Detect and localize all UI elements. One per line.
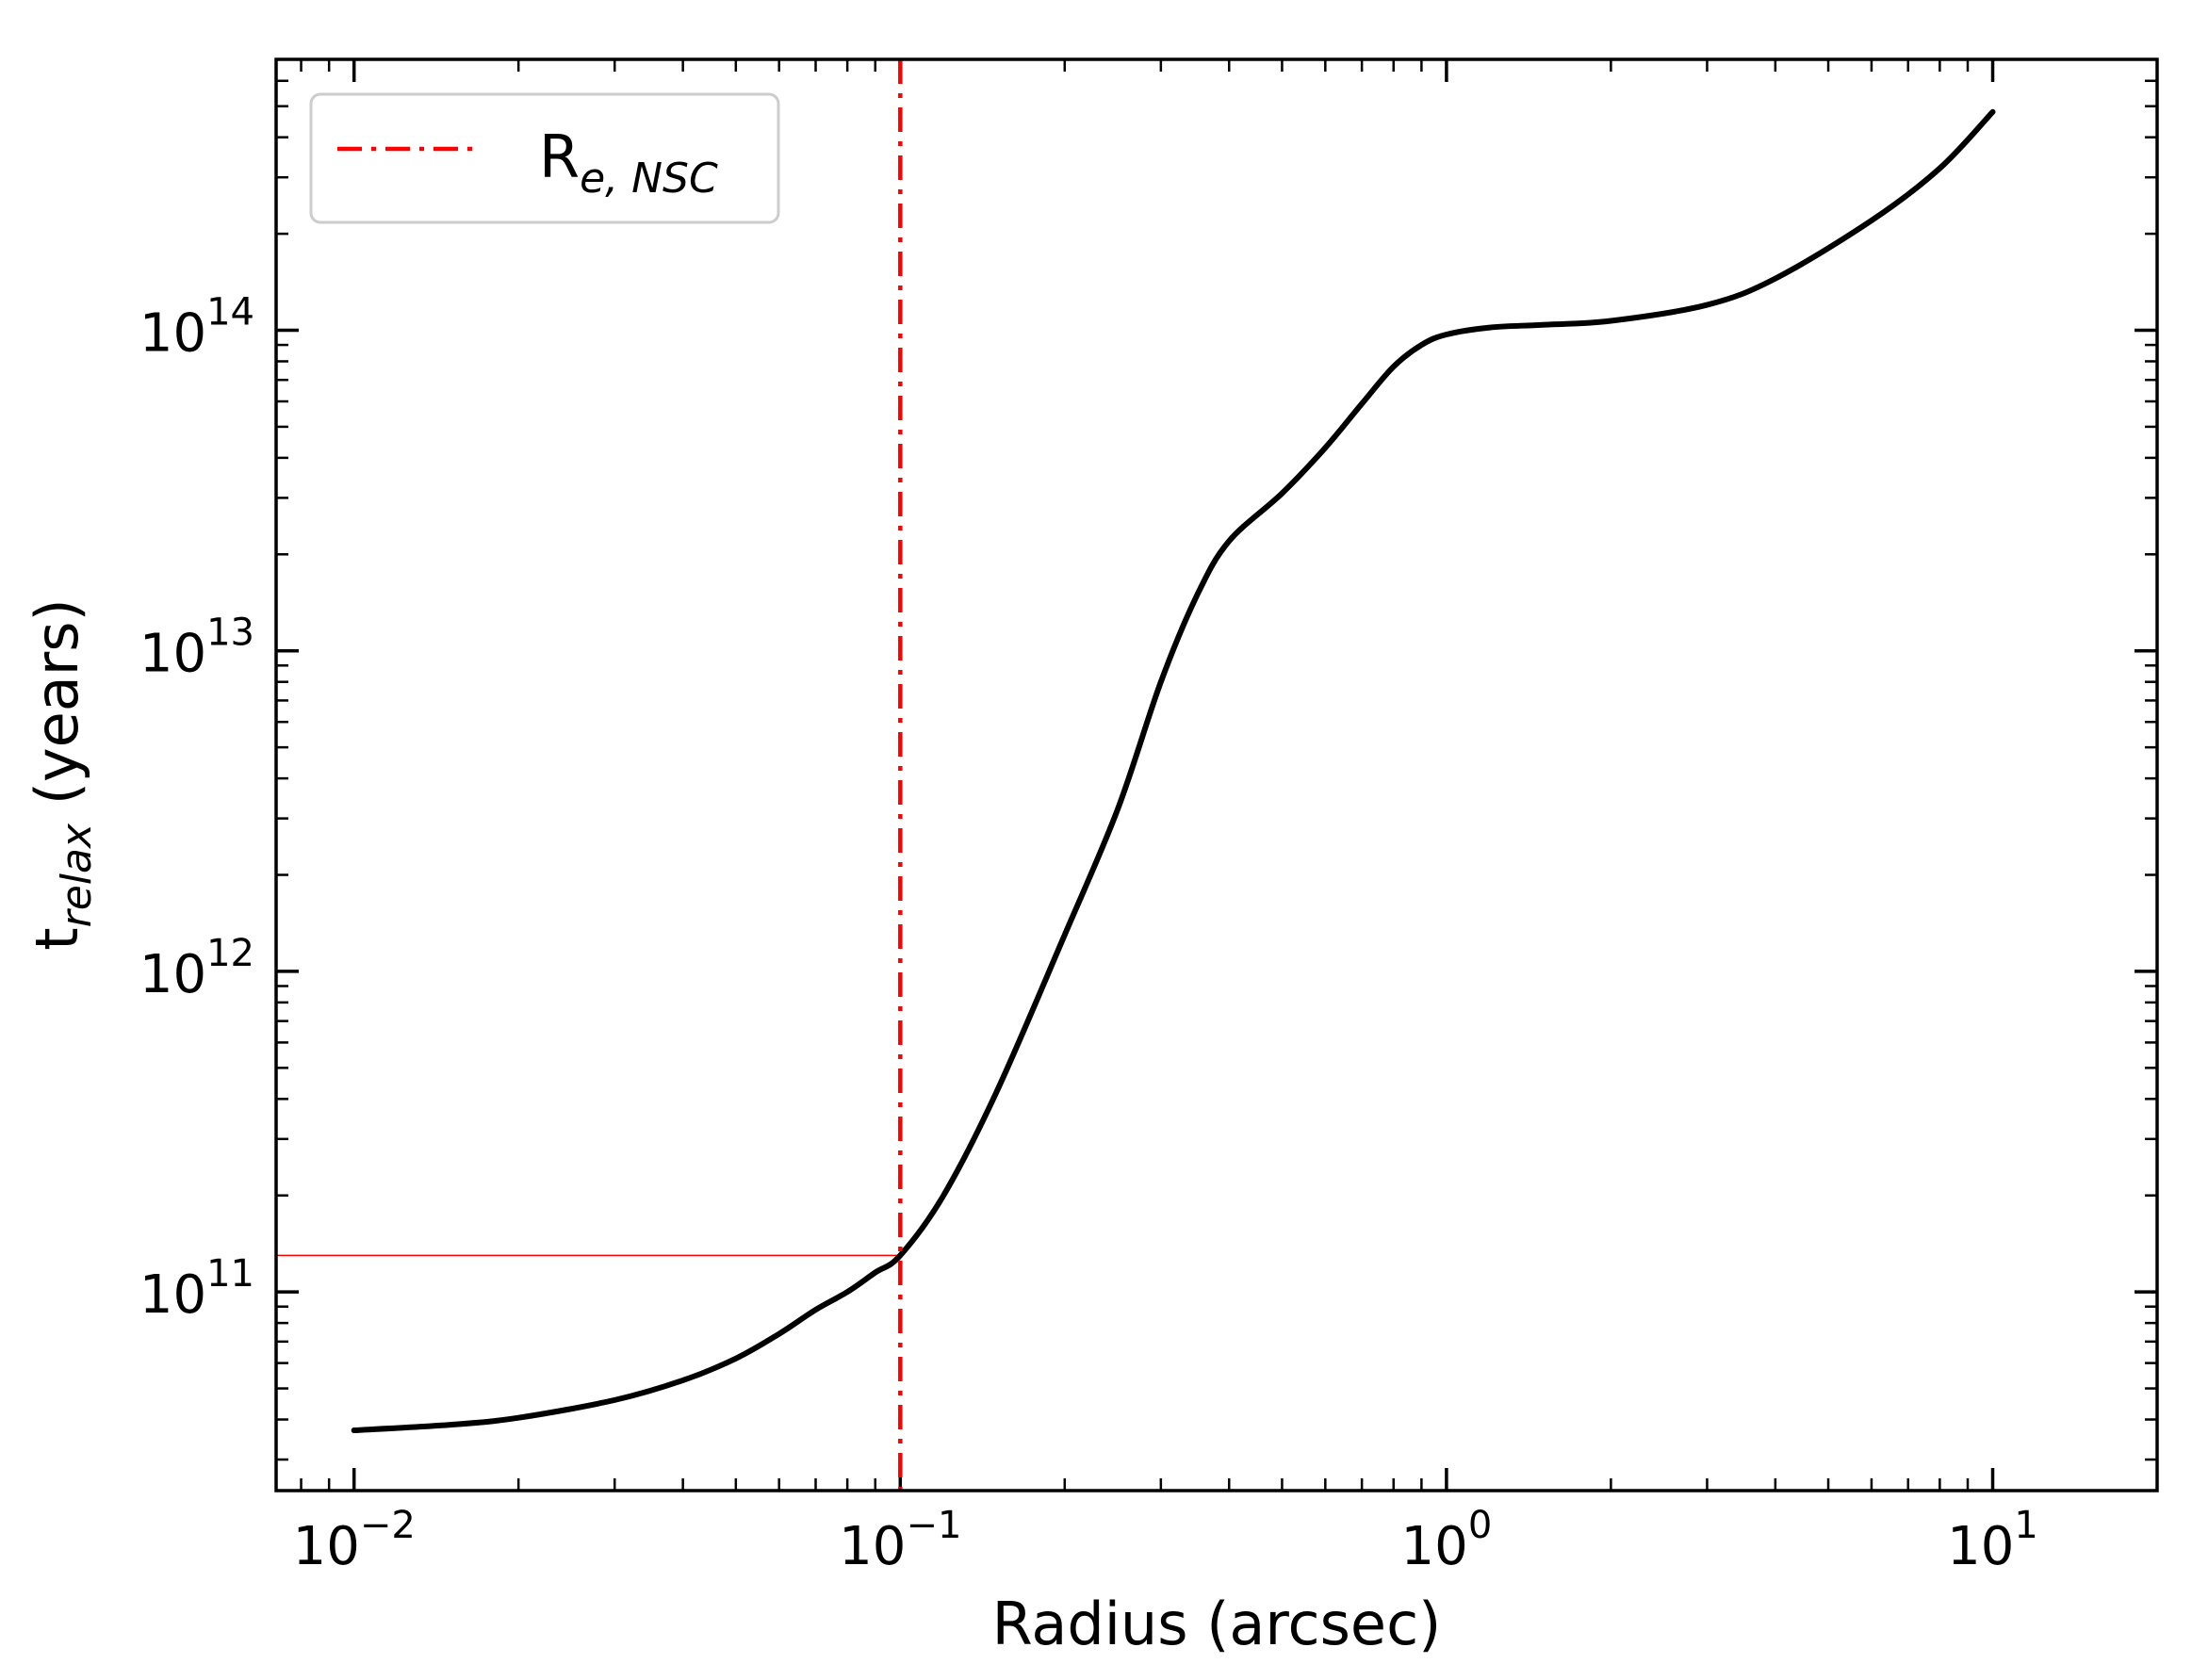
x-tick-label-base: 10 xyxy=(839,1516,906,1577)
x-tick-label-base: 10 xyxy=(1401,1516,1468,1577)
legend-box xyxy=(309,92,780,224)
legend-label-sub: e, NSC xyxy=(580,155,718,203)
plot-frame xyxy=(274,57,2159,1492)
x-tick-label-base: 10 xyxy=(293,1516,360,1577)
series-line xyxy=(351,108,1996,1434)
x-tick-label-exp: 0 xyxy=(1468,1504,1492,1547)
y-tick-label-exp: 14 xyxy=(206,291,254,334)
y-tick-label: 1011 xyxy=(139,1252,254,1326)
y-tick-label: 1013 xyxy=(139,612,254,685)
x-tick-label-base: 10 xyxy=(1947,1516,2014,1577)
plot-area xyxy=(276,59,2157,1491)
y-tick-label-base: 10 xyxy=(139,1264,206,1326)
y-axis-title-main: t xyxy=(23,927,91,950)
y-tick-label-exp: 13 xyxy=(206,612,254,655)
x-tick-label-exp: 1 xyxy=(2014,1504,2037,1547)
x-tick-label: 10−1 xyxy=(839,1504,961,1577)
y-tick-label-base: 10 xyxy=(139,944,206,1005)
legend: Re, NSC xyxy=(309,92,780,224)
x-axis-title: Radius (arcsec) xyxy=(992,1590,1442,1658)
y-tick-label-exp: 12 xyxy=(206,932,254,975)
x-tick-labels: 10−2 10−1 100 101 xyxy=(293,1504,2038,1577)
y-tick-label-base: 10 xyxy=(139,624,206,685)
minor-ticks xyxy=(276,57,2159,1491)
x-tick-label: 100 xyxy=(1401,1504,1493,1577)
x-tick-label-exp: −2 xyxy=(360,1504,416,1547)
legend-label-main: R xyxy=(539,122,580,191)
x-tick-label: 101 xyxy=(1947,1504,2038,1577)
y-tick-label-base: 10 xyxy=(139,303,206,365)
legend-label: Re, NSC xyxy=(539,122,718,203)
y-axis-title-sub: relax xyxy=(53,823,101,927)
y-tick-label: 1012 xyxy=(139,932,254,1005)
x-tick-label-exp: −1 xyxy=(906,1504,961,1547)
y-tick-label: 1014 xyxy=(139,291,254,365)
x-tick-label: 10−2 xyxy=(293,1504,416,1577)
y-axis-title-suffix: (years) xyxy=(23,598,91,824)
y-axis-title: trelax (years) xyxy=(23,598,101,950)
y-tick-label-exp: 11 xyxy=(206,1252,254,1296)
